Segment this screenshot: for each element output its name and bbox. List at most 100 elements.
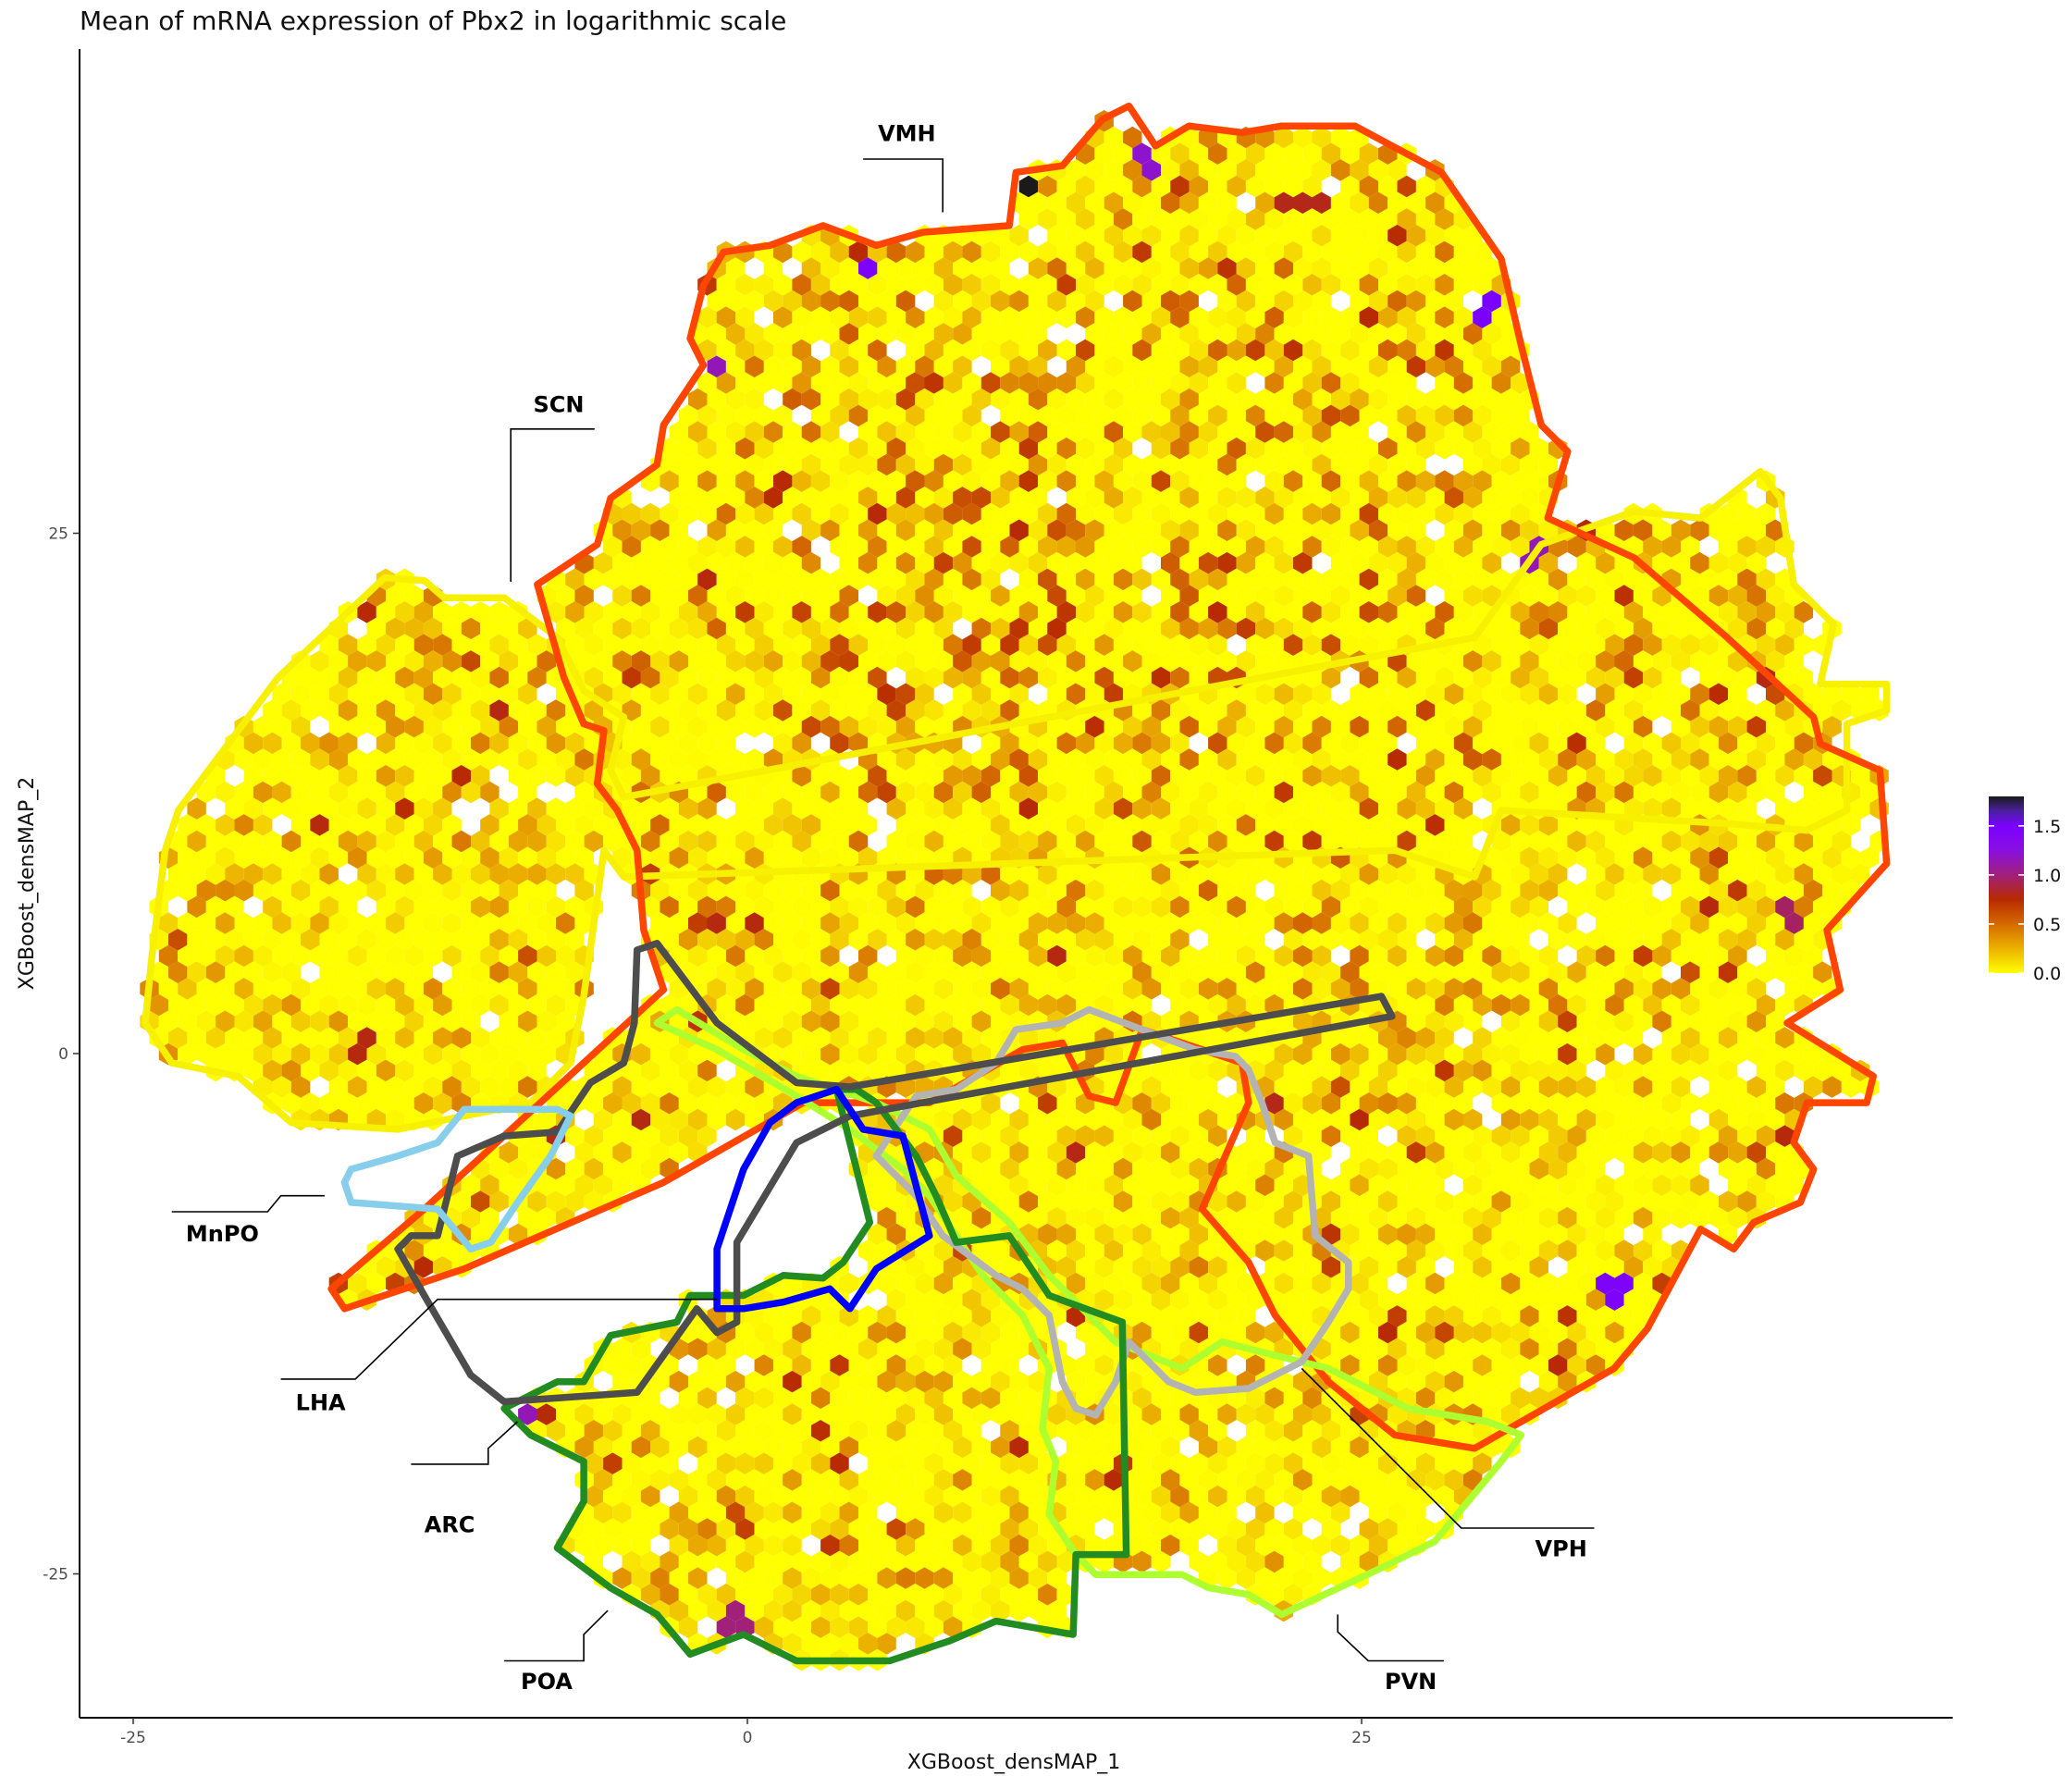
hex-bin [1123,224,1142,247]
hex-bin [1264,208,1284,230]
hex-bin [1151,208,1171,230]
hex-bin [810,372,831,394]
hex-bin [962,438,981,460]
hex-bin [1141,257,1161,279]
hex-bin [1425,388,1445,411]
hex-bin [1009,388,1029,411]
hex-bin [801,257,821,279]
hex-bin [1000,339,1019,362]
hex-bin [1312,290,1331,313]
hex-bin [906,274,925,296]
hex-bin [1491,339,1511,362]
hex-bin [1198,355,1218,378]
hex-bin [1161,159,1180,181]
hex-bin [1113,208,1133,230]
hex-bin [1104,191,1124,215]
hex-bin [1321,306,1341,328]
hex-bin [868,372,887,394]
hex-bin [1302,240,1322,264]
hex-bin [1056,372,1076,394]
hex-bin [1415,438,1436,460]
hex-bin [1340,438,1360,460]
hex-bin [1388,159,1407,181]
hex-bin [1094,339,1114,362]
hex-bin [1056,274,1076,296]
hex-bin [1330,224,1350,247]
hex-bin [962,372,981,394]
hex-bin [839,355,858,378]
hex-bin [848,404,869,427]
hex-bin [886,438,906,460]
hex-bin [1378,274,1398,296]
hex-bin [1293,224,1313,247]
hex-bin [810,470,831,492]
hex-bin [1094,404,1114,427]
hex-bin [1113,175,1133,198]
hex-bin [820,388,840,411]
hex-bin [1274,159,1293,181]
hex-bin [1104,257,1124,279]
hex-bin [783,453,802,476]
hex-bin [1397,372,1416,394]
hex-bin [953,257,972,279]
hex-bin [1179,323,1199,345]
hex-bin [735,274,755,296]
hex-bin [1283,142,1303,165]
hex-bin [830,306,849,328]
hex-bin [1312,355,1331,378]
hex-bin [773,372,793,394]
hex-bin [1388,453,1407,476]
hex-bin [1217,191,1237,215]
hex-bin [1264,372,1284,394]
hex-bin [1085,159,1104,181]
hex-bin [1330,126,1350,149]
hex-bin [1453,339,1474,362]
hex-bin [1435,208,1454,230]
hex-bin [943,438,963,460]
hex-bin [1255,453,1275,476]
hex-bin [1321,438,1341,460]
hex-bin [1208,274,1227,296]
hex-bin [1444,257,1463,279]
hex-bin [1378,175,1398,198]
hex-bin [1463,421,1483,443]
hex-bin [1123,290,1142,313]
hex-bin [1312,191,1331,215]
hex-bin [1463,355,1483,378]
hex-bin [895,290,916,313]
hex-bin [792,306,811,328]
hex-bin [1321,142,1341,165]
hex-bin [1463,388,1483,411]
hex-bin [962,339,981,362]
hex-bin [1435,240,1454,264]
hex-bin [1217,323,1237,345]
hex-bin [1227,142,1246,165]
hex-bin [1189,240,1209,264]
hex-bin [1500,388,1521,411]
hex-bin [1444,355,1463,378]
hex-bin [707,290,726,313]
hex-bin [1141,453,1161,476]
hex-bin [783,421,802,443]
hex-bin [1350,191,1369,215]
hex-bin [858,421,878,443]
hex-bin [1340,274,1360,296]
hex-bin [1132,175,1152,198]
hex-bin [801,290,821,313]
hex-bin [1217,290,1237,313]
hex-bin [1245,142,1265,165]
hex-bin [1388,191,1407,215]
hex-bin [1094,274,1114,296]
hex-bin [1397,438,1416,460]
hex-bin [1435,306,1454,328]
hex-bin [1198,323,1218,345]
hex-bin [1473,438,1492,460]
hex-bin [877,453,896,476]
hex-bin [735,339,755,362]
hex-bin [1435,404,1454,427]
hex-bin [1038,208,1057,230]
hex-bin [1406,388,1426,411]
hex-bin [1085,257,1104,279]
hex-bin [1340,240,1360,264]
hex-bin [1359,339,1378,362]
